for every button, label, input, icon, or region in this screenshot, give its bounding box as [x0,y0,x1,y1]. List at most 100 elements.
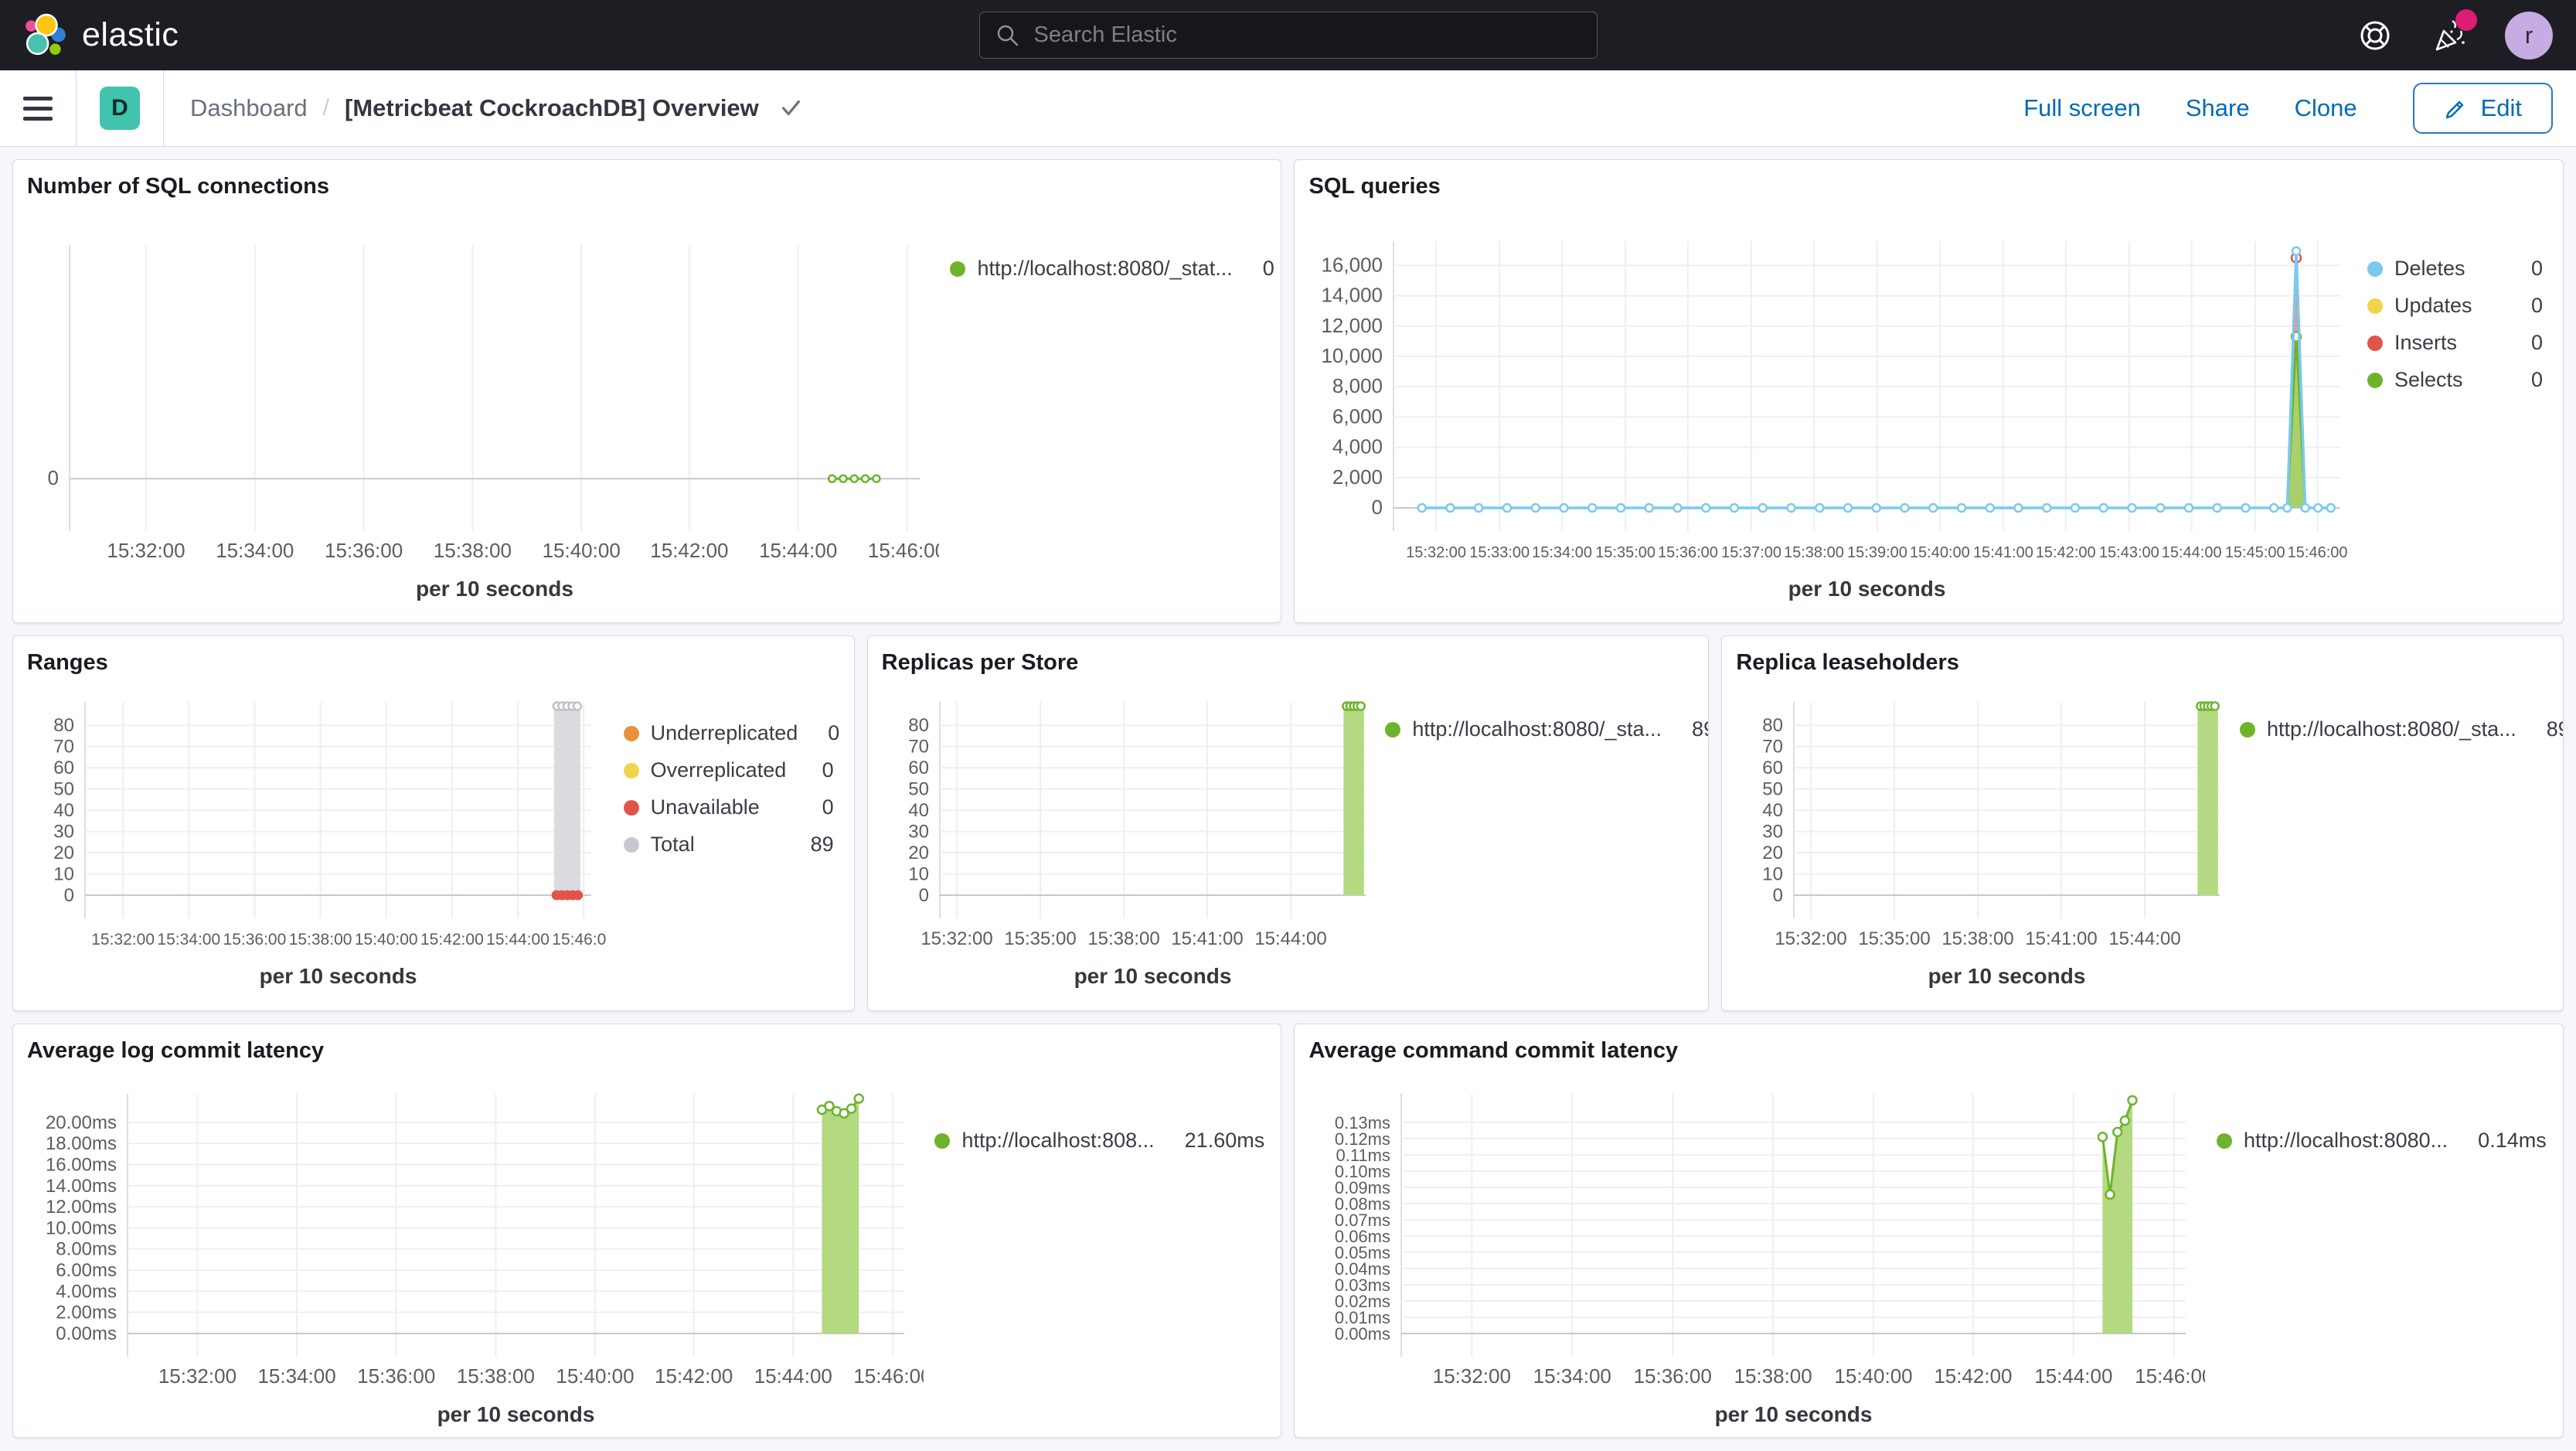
svg-text:40: 40 [908,800,929,821]
svg-text:0.06ms: 0.06ms [1335,1227,1390,1246]
svg-text:per 10 seconds: per 10 seconds [1715,1402,1873,1426]
svg-text:15:34:00: 15:34:00 [216,539,294,562]
full-screen-button[interactable]: Full screen [2023,94,2141,121]
share-button[interactable]: Share [2185,94,2250,121]
svg-text:15:34:00: 15:34:00 [157,931,220,949]
notification-dot [2455,9,2477,31]
legend-label: http://localhost:8080/_stat... [977,257,1233,280]
svg-text:15:44:00: 15:44:00 [486,931,550,949]
panel-number-of-sql-connections: Number of SQL connections 15:32:00 15:34:… [12,159,1282,623]
chart-number-of-sql-connections[interactable]: 15:32:00 15:34:00 15:36:00 15:38:00 15:40:00… [27,203,939,605]
toolbar-actions: Full screen Share Clone Edit [2023,83,2553,134]
svg-text:10: 10 [53,864,74,885]
legend-value: 89 [2546,717,2563,741]
elastic-brand[interactable]: elastic [23,13,179,58]
svg-text:8,000: 8,000 [1332,374,1383,397]
chart-replica-leaseholders[interactable]: 15:32:00 15:35:00 15:38:00 15:41:00 15:44:00… [1736,679,2231,988]
svg-text:0.07ms: 0.07ms [1335,1211,1390,1230]
panel-average-command-commit-latency: Average command commit latency 15:32:00 1… [1294,1024,2564,1438]
panel-title: Average log commit latency [27,1038,325,1063]
global-search-bar[interactable] [978,12,1598,59]
elastic-logo-icon [23,13,68,58]
user-avatar[interactable]: r [2505,11,2553,60]
chart-average-command-commit-latency[interactable]: 15:32:00 15:34:00 15:36:00 15:38:00 15:40:00… [1308,1067,2205,1426]
svg-text:30: 30 [53,822,74,843]
svg-text:0: 0 [918,885,928,906]
dashboard-grid: Number of SQL connections 15:32:00 15:34:… [0,147,2576,1450]
chart-legend: http://localhost:8080/_sta... 89 [1385,679,1708,741]
panel-average-log-commit-latency: Average log commit latency 15:32:00 15:34… [12,1024,1282,1438]
svg-text:15:35:00: 15:35:00 [1596,544,1656,561]
legend-item[interactable]: Selects 0 [2367,368,2543,392]
newsfeed-icon[interactable] [2431,9,2477,54]
svg-text:per 10 seconds: per 10 seconds [260,964,417,988]
help-icon[interactable] [2357,17,2394,54]
dashboard-toolbar: D Dashboard / [Metricbeat CockroachDB] O… [0,70,2576,147]
legend-item[interactable]: Overreplicated 0 [623,758,834,782]
svg-text:0.05ms: 0.05ms [1335,1243,1390,1262]
svg-text:15:34:00: 15:34:00 [257,1364,335,1388]
space-badge[interactable]: D [100,87,140,130]
chart-legend: http://localhost:8080/_sta... 89 [2239,679,2563,741]
legend-value: 0 [822,795,834,819]
svg-text:0: 0 [48,466,59,489]
svg-text:15:38:00: 15:38:00 [434,539,512,562]
breadcrumb: Dashboard / [Metricbeat CockroachDB] Ove… [190,94,802,122]
panel-sql-queries: SQL queries 15:32:00 15:33:00 15:34:00 15:3… [1294,159,2564,623]
legend-swatch-icon [1385,721,1401,737]
svg-text:15:41:00: 15:41:00 [2026,928,2098,949]
svg-text:15:42:00: 15:42:00 [655,1364,733,1388]
legend-label: Updates [2394,294,2472,317]
legend-swatch-icon [623,762,639,778]
breadcrumb-separator: / [322,95,329,121]
legend-value: 89 [810,833,834,856]
svg-text:15:38:00: 15:38:00 [1784,544,1844,561]
search-input[interactable] [1033,22,1581,48]
legend-item[interactable]: Updates 0 [2367,294,2543,318]
chart-legend: http://localhost:8080... 0.14ms [2216,1067,2549,1153]
space-badge-letter: D [111,95,128,121]
svg-text:15:35:00: 15:35:00 [1004,928,1076,949]
svg-text:14.00ms: 14.00ms [46,1176,117,1197]
legend-item[interactable]: Underreplicated 0 [623,721,839,745]
chart-legend: Underreplicated 0 Overreplicated 0 Unavailab… [623,679,840,857]
chart-replicas-per-store[interactable]: 15:32:00 15:35:00 15:38:00 15:41:00 15:44:00… [882,679,1376,988]
svg-text:20: 20 [53,843,74,863]
svg-text:80: 80 [908,715,929,736]
svg-text:12,000: 12,000 [1322,314,1383,337]
svg-text:70: 70 [53,737,74,758]
legend-item[interactable]: http://localhost:8080... 0.14ms [2216,1129,2547,1153]
clone-button[interactable]: Clone [2294,94,2357,121]
chart-sql-queries[interactable]: 15:32:00 15:33:00 15:34:00 15:35:00 15:36:00… [1308,203,2360,605]
legend-item[interactable]: Total 89 [623,833,834,857]
panel-replicas-per-store: Replicas per Store 15:32:00 15:35:00 15:38… [866,635,1710,1011]
svg-text:6,000: 6,000 [1332,404,1383,427]
chevron-down-icon[interactable] [779,97,802,120]
edit-button[interactable]: Edit [2412,83,2553,134]
search-icon [995,23,1020,48]
menu-icon[interactable] [23,96,53,121]
legend-item[interactable]: Deletes 0 [2367,257,2543,281]
svg-text:70: 70 [1763,737,1784,758]
chart-average-log-commit-latency[interactable]: 15:32:00 15:34:00 15:36:00 15:38:00 15:40:00… [27,1067,924,1426]
legend-item[interactable]: http://localhost:808... 21.60ms [934,1129,1264,1153]
legend-label: http://localhost:808... [961,1129,1155,1152]
breadcrumb-dashboard-link[interactable]: Dashboard [190,94,308,121]
svg-text:18.00ms: 18.00ms [46,1133,117,1154]
svg-text:40: 40 [1763,800,1784,821]
chart-ranges[interactable]: 15:32:00 15:34:00 15:36:00 15:38:00 15:40:00… [27,679,607,988]
svg-text:2,000: 2,000 [1332,465,1383,489]
svg-text:15:34:00: 15:34:00 [1533,544,1593,561]
legend-label: http://localhost:8080/_sta... [1412,717,1662,741]
legend-item[interactable]: http://localhost:8080/_sta... 89 [1385,717,1708,741]
svg-text:10: 10 [1763,864,1784,885]
legend-item[interactable]: http://localhost:8080/_sta... 89 [2239,717,2563,741]
legend-item[interactable]: Inserts 0 [2367,331,2543,355]
toolbar-divider [163,70,164,146]
legend-item[interactable]: http://localhost:8080/_stat... 0 [950,257,1274,281]
legend-item[interactable]: Unavailable 0 [623,795,834,819]
legend-label: http://localhost:8080/_sta... [2266,717,2516,741]
svg-text:10,000: 10,000 [1322,344,1383,367]
svg-text:15:32:00: 15:32:00 [158,1364,237,1388]
svg-text:2.00ms: 2.00ms [56,1303,117,1323]
